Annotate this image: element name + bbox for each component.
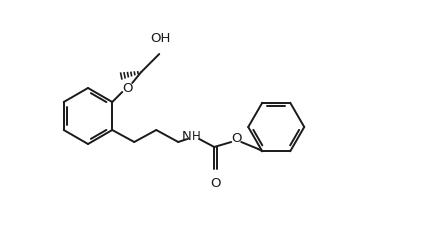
Text: N: N [181,129,191,143]
Text: O: O [210,177,221,190]
Text: O: O [231,133,242,145]
Text: H: H [192,130,201,144]
Text: O: O [122,81,132,94]
Text: OH: OH [150,32,170,45]
